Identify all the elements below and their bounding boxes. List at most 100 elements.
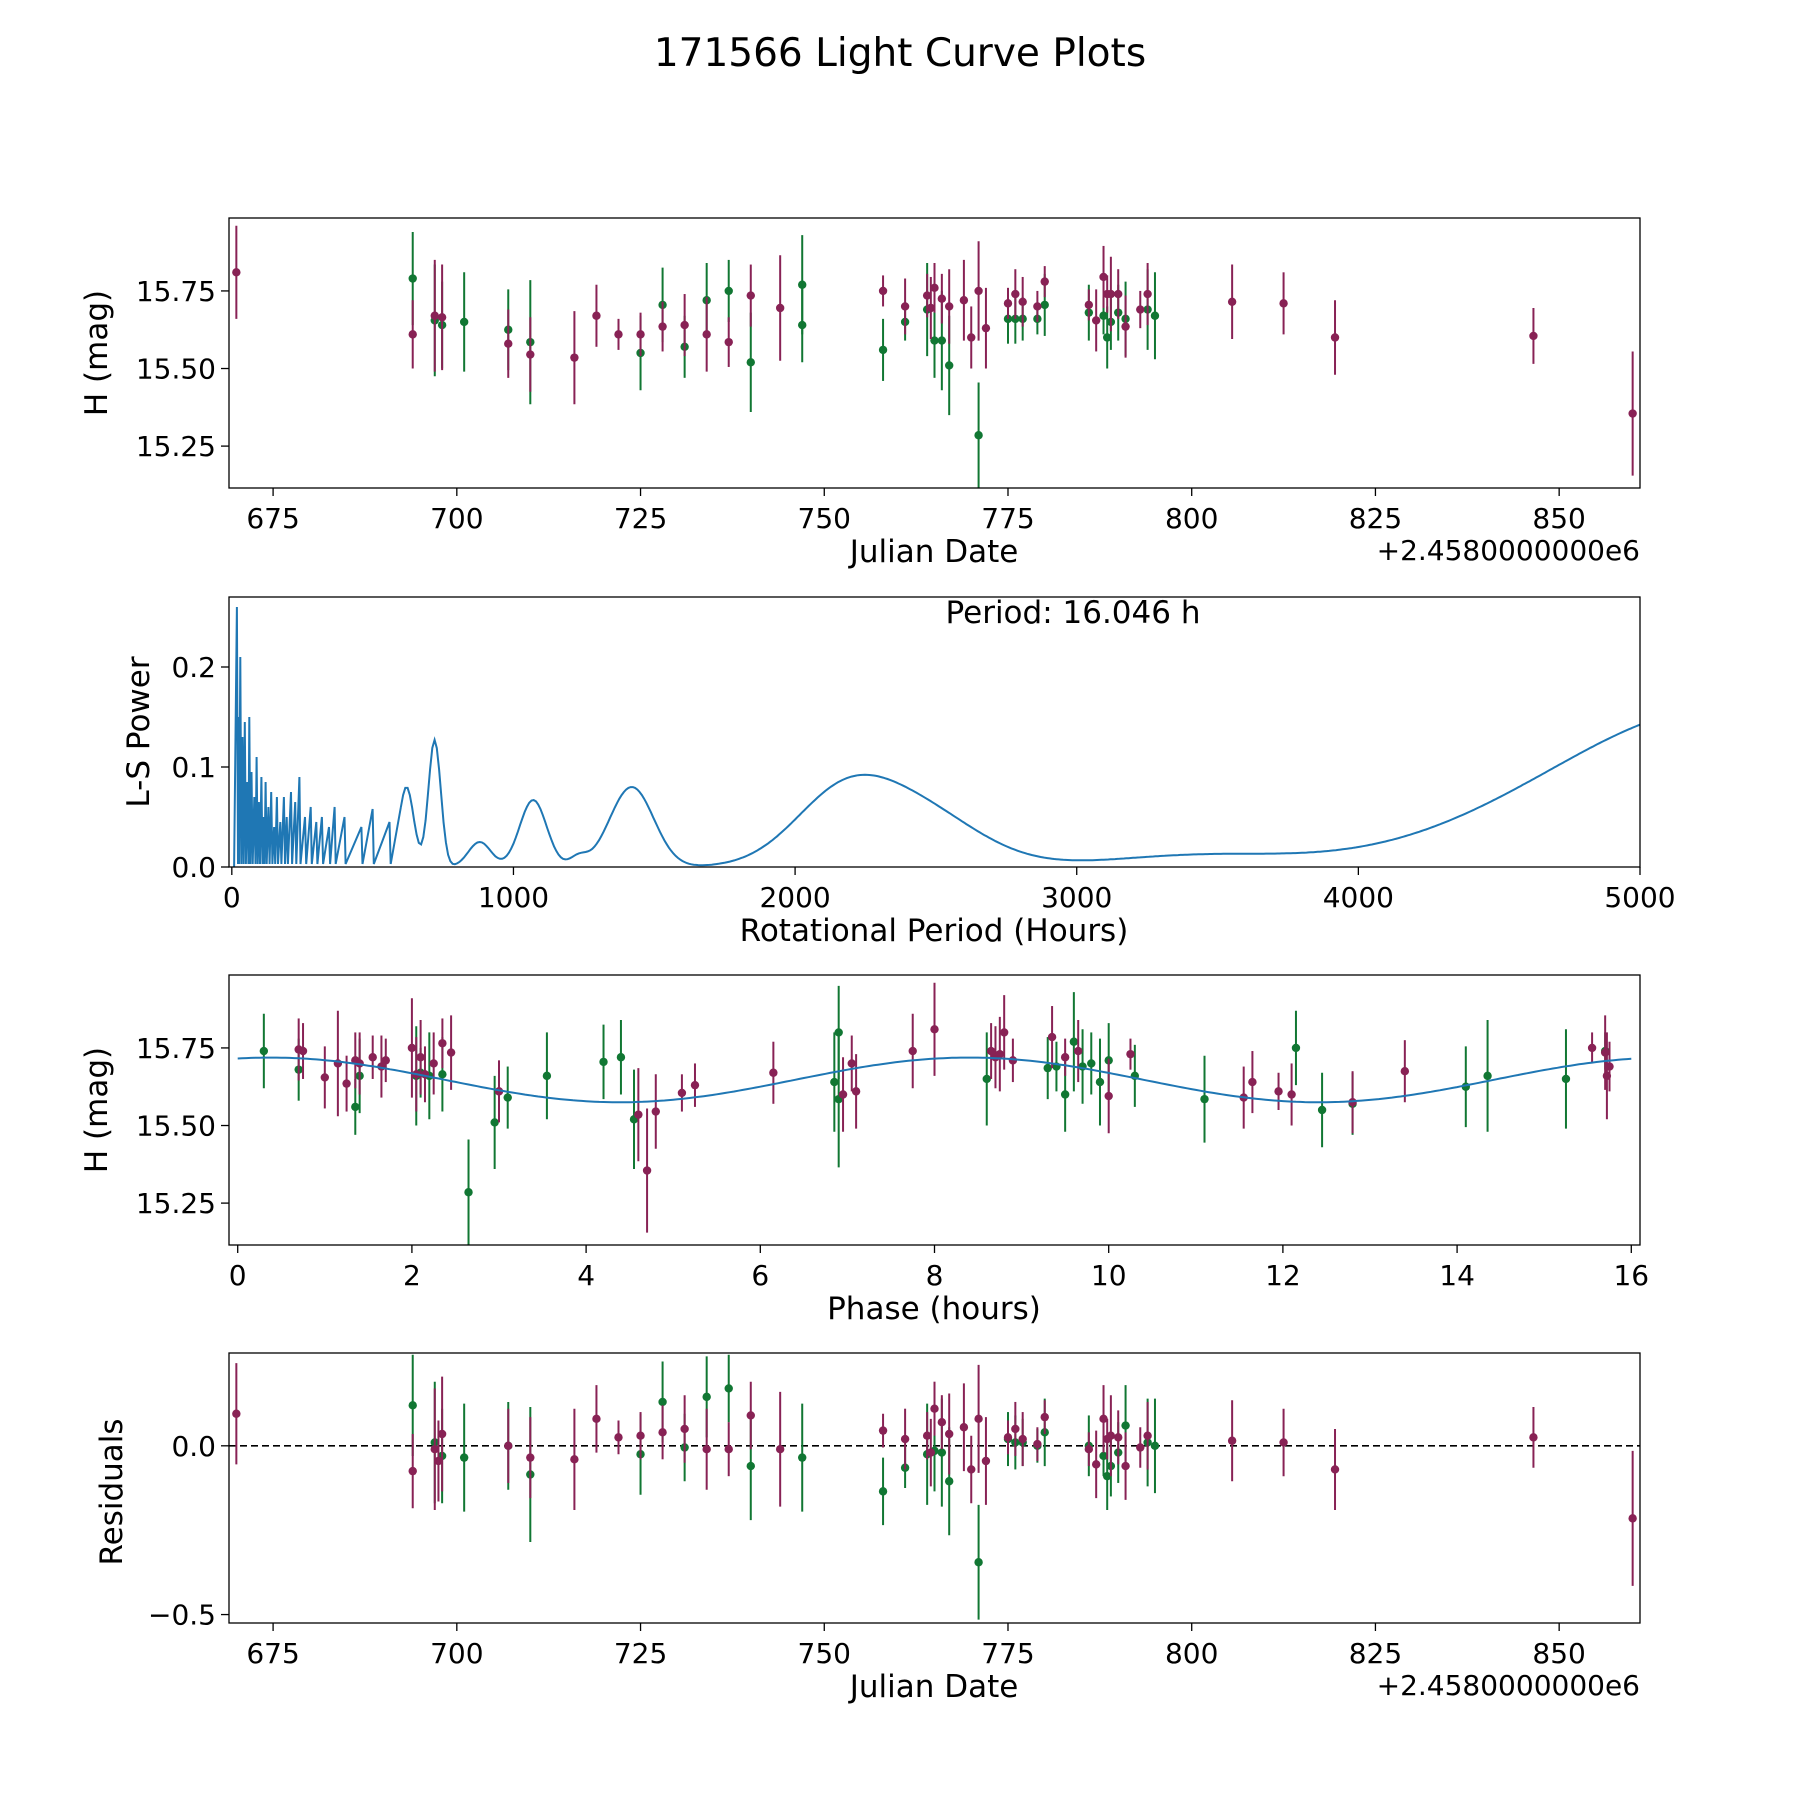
green-data-point: [982, 1074, 991, 1084]
maroon-data-point: [967, 333, 976, 342]
x-tick-label: 4000: [1323, 881, 1394, 914]
green-data-point: [1043, 1063, 1052, 1073]
maroon-data-point: [320, 1073, 330, 1082]
maroon-data-point: [416, 1053, 425, 1062]
maroon-data-point: [526, 1453, 535, 1462]
lc-clip-group: [232, 225, 1637, 488]
maroon-data-point: [504, 339, 513, 348]
green-data-point: [408, 1401, 417, 1410]
phase-axes-frame: [228, 974, 1641, 1246]
maroon-data-point: [851, 1087, 861, 1096]
maroon-data-point: [930, 1025, 939, 1034]
residuals-marks: [229, 1354, 1640, 1620]
maroon-data-point: [1529, 331, 1538, 341]
lightcurve-axes-frame: [228, 217, 1641, 489]
x-tick-label: 800: [1165, 502, 1218, 535]
x-tick-label: 2000: [759, 881, 830, 914]
maroon-data-point: [937, 1417, 947, 1427]
maroon-data-point: [1126, 1049, 1135, 1059]
maroon-data-point: [1529, 1433, 1538, 1442]
lightcurve-y-ticks: 15.25 15.50 15.75: [136, 275, 229, 463]
green-data-point: [974, 1558, 983, 1567]
green-data-point: [1561, 1074, 1571, 1084]
maroon-data-point: [430, 311, 439, 320]
x-tick-label: 775: [981, 1637, 1034, 1670]
maroon-data-point: [1099, 1414, 1108, 1424]
x-tick-label: 750: [798, 1637, 851, 1670]
periodogram-smooth-line: [399, 723, 1640, 867]
maroon-data-point: [974, 286, 983, 296]
green-data-point: [464, 1188, 473, 1197]
periodogram-x-ticks: 0 1000 2000 3000 4000 5000: [223, 867, 1676, 914]
maroon-data-point: [658, 1428, 667, 1437]
maroon-data-point: [1091, 1460, 1101, 1469]
y-tick-label: 15.50: [136, 353, 216, 386]
x-tick-label: 2: [403, 1259, 421, 1292]
green-data-point: [1121, 1421, 1130, 1430]
x-tick-label: 10: [1091, 1259, 1127, 1292]
maroon-data-point: [1274, 1087, 1283, 1096]
maroon-data-point: [995, 1049, 1005, 1059]
residuals-axes-frame: [228, 1352, 1641, 1624]
green-data-point: [1099, 1451, 1108, 1461]
maroon-data-point: [775, 303, 785, 313]
maroon-data-point: [959, 296, 969, 305]
green-data-point: [459, 1453, 469, 1462]
green-data-point: [746, 1461, 755, 1471]
maroon-data-point: [407, 1043, 417, 1053]
maroon-data-point: [232, 1409, 241, 1418]
green-data-point: [1483, 1071, 1492, 1081]
maroon-data-point: [1011, 1424, 1020, 1434]
maroon-data-point: [1121, 322, 1130, 331]
green-data-point: [1103, 1471, 1112, 1481]
figure-title: 171566 Light Curve Plots: [654, 31, 1146, 76]
x-tick-label: 6: [751, 1259, 769, 1292]
maroon-data-point: [1279, 1438, 1288, 1447]
green-data-point: [930, 336, 939, 345]
maroon-data-point: [1040, 277, 1049, 286]
maroon-data-point: [446, 1048, 456, 1057]
green-data-point: [746, 358, 755, 367]
phase-fit-curve: [237, 1056, 1632, 1104]
x-tick-label: 850: [1532, 1637, 1585, 1670]
green-data-point: [459, 317, 469, 327]
lightcurve-y-label: H (mag): [79, 290, 115, 416]
y-tick-label: 15.75: [136, 1032, 216, 1065]
green-data-point: [1200, 1094, 1209, 1104]
maroon-data-point: [926, 303, 936, 313]
maroon-data-point: [847, 1059, 856, 1068]
maroon-data-point: [922, 1431, 932, 1440]
x-tick-label: 700: [430, 1637, 483, 1670]
maroon-data-point: [437, 313, 447, 322]
maroon-data-point: [1091, 316, 1101, 325]
maroon-data-point: [944, 302, 954, 311]
maroon-data-point: [878, 286, 888, 296]
green-data-point: [1060, 1090, 1070, 1099]
maroon-data-point: [1600, 1048, 1610, 1057]
green-data-point: [259, 1046, 269, 1056]
maroon-data-point: [1074, 1046, 1083, 1056]
maroon-data-point: [922, 291, 932, 300]
maroon-data-point: [1227, 297, 1237, 306]
maroon-data-point: [430, 1444, 439, 1454]
maroon-data-point: [570, 1455, 579, 1464]
y-tick-label: 0.0: [171, 851, 216, 884]
maroon-data-point: [1040, 1412, 1049, 1422]
phase-x-ticks: 0 2 4 6 8 10 12 14 16: [229, 1245, 1649, 1292]
green-data-point: [542, 1071, 552, 1081]
maroon-data-point: [981, 1456, 991, 1466]
maroon-data-point: [1114, 1433, 1123, 1442]
maroon-data-point: [381, 1056, 390, 1065]
maroon-data-point: [1279, 299, 1288, 308]
lightcurve-x-label: Julian Date: [848, 534, 1019, 570]
phase-panel: 0 2 4 6 8 10 12 14 16 15.25 15.50 15.75 Phase (hou…: [79, 974, 1649, 1327]
y-tick-label: 0.0: [171, 1430, 216, 1463]
maroon-data-point: [429, 1059, 438, 1068]
maroon-data-point: [1104, 1091, 1113, 1101]
maroon-data-point: [930, 1404, 939, 1413]
maroon-data-point: [769, 1068, 778, 1077]
maroon-data-point: [967, 1465, 976, 1474]
x-tick-label: 1000: [478, 881, 549, 914]
period-annotation: Period: 16.046 h: [946, 595, 1201, 631]
